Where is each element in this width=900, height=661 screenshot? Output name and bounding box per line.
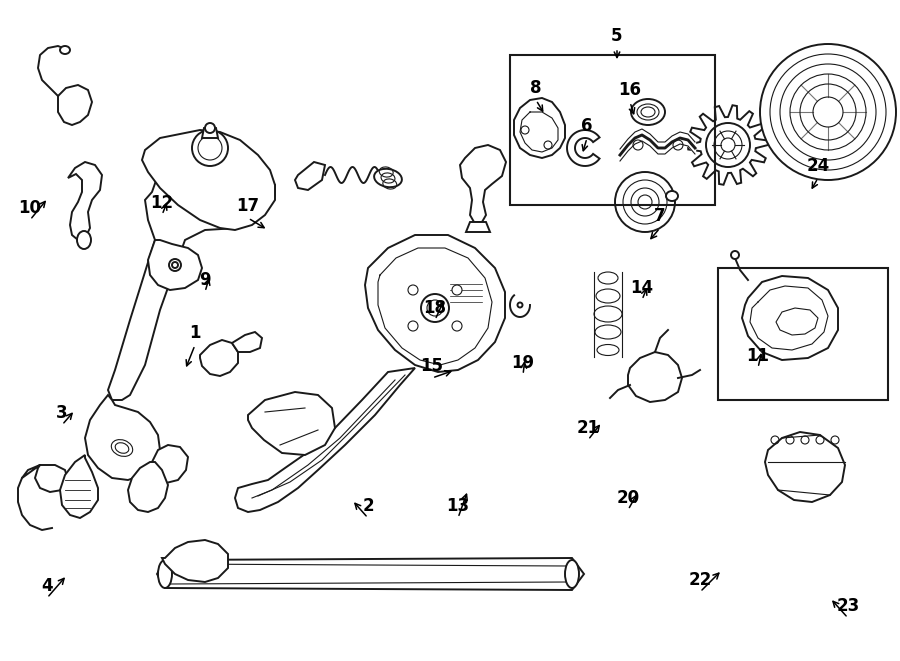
Text: 15: 15 — [420, 357, 444, 375]
Ellipse shape — [112, 440, 132, 456]
Ellipse shape — [565, 560, 579, 588]
Polygon shape — [128, 462, 168, 512]
Polygon shape — [58, 85, 92, 125]
Text: 3: 3 — [56, 404, 68, 422]
Polygon shape — [68, 162, 102, 240]
Polygon shape — [688, 105, 768, 184]
Ellipse shape — [60, 46, 70, 54]
Text: 24: 24 — [806, 157, 830, 175]
Polygon shape — [514, 98, 565, 158]
Polygon shape — [776, 308, 818, 335]
Ellipse shape — [666, 191, 678, 201]
Polygon shape — [148, 240, 202, 290]
Ellipse shape — [374, 169, 402, 187]
Ellipse shape — [77, 231, 91, 249]
Text: 22: 22 — [688, 571, 712, 589]
Text: 21: 21 — [576, 419, 599, 437]
Circle shape — [706, 123, 750, 167]
Polygon shape — [108, 148, 275, 400]
Ellipse shape — [631, 99, 665, 125]
Bar — [718, 268, 888, 400]
Text: 4: 4 — [41, 577, 53, 595]
Polygon shape — [466, 222, 490, 232]
Polygon shape — [202, 128, 218, 138]
Circle shape — [452, 285, 462, 295]
Polygon shape — [235, 368, 415, 512]
Polygon shape — [742, 276, 838, 360]
Polygon shape — [232, 332, 262, 352]
Text: 7: 7 — [654, 207, 666, 225]
Circle shape — [408, 285, 418, 295]
Text: 20: 20 — [616, 489, 640, 507]
Text: 13: 13 — [446, 497, 470, 515]
Polygon shape — [447, 278, 482, 308]
Polygon shape — [460, 145, 506, 222]
Text: 10: 10 — [19, 199, 41, 217]
Polygon shape — [142, 130, 275, 230]
Text: 2: 2 — [362, 497, 374, 515]
Polygon shape — [157, 558, 584, 590]
Text: 16: 16 — [618, 81, 642, 99]
Circle shape — [421, 294, 449, 322]
Polygon shape — [295, 162, 325, 190]
Circle shape — [169, 259, 181, 271]
Text: 1: 1 — [189, 324, 201, 342]
Polygon shape — [200, 340, 238, 376]
Text: 6: 6 — [581, 117, 593, 135]
Polygon shape — [628, 352, 682, 402]
Polygon shape — [567, 130, 599, 166]
Circle shape — [518, 303, 523, 307]
Text: 5: 5 — [611, 27, 623, 45]
Bar — [510, 55, 715, 205]
Polygon shape — [765, 432, 845, 502]
Polygon shape — [248, 392, 335, 455]
Text: 14: 14 — [630, 279, 653, 297]
Circle shape — [172, 262, 178, 268]
Text: 12: 12 — [150, 194, 174, 212]
Circle shape — [192, 130, 228, 166]
Text: 19: 19 — [511, 354, 535, 372]
Circle shape — [408, 321, 418, 331]
Polygon shape — [22, 465, 68, 492]
Polygon shape — [60, 455, 98, 518]
Polygon shape — [162, 540, 228, 582]
Text: 11: 11 — [746, 347, 769, 365]
Text: 9: 9 — [199, 271, 211, 289]
Polygon shape — [365, 235, 505, 372]
Ellipse shape — [115, 443, 129, 453]
Ellipse shape — [158, 560, 172, 588]
Text: 18: 18 — [424, 299, 446, 317]
Text: 8: 8 — [530, 79, 542, 97]
Circle shape — [760, 44, 896, 180]
Polygon shape — [150, 445, 188, 483]
Circle shape — [615, 172, 675, 232]
Text: 23: 23 — [836, 597, 860, 615]
Circle shape — [205, 123, 215, 133]
Circle shape — [452, 321, 462, 331]
Polygon shape — [85, 395, 160, 480]
Text: 17: 17 — [237, 197, 259, 215]
Circle shape — [731, 251, 739, 259]
